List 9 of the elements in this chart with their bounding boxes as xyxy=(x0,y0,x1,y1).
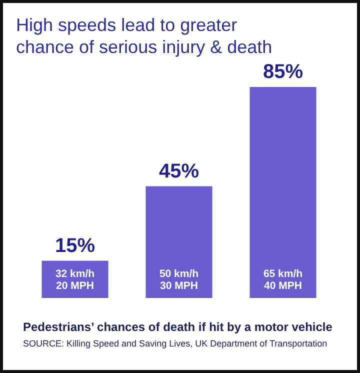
x-tick-label: 32 km/h 20 MPH xyxy=(55,268,95,292)
source-note: SOURCE: Killing Speed and Saving Lives, UK Department of Transportation xyxy=(23,338,328,348)
x-tick-label: 65 km/h 40 MPH xyxy=(263,268,303,292)
data-label: 85% xyxy=(262,61,304,83)
data-label: 45% xyxy=(158,160,200,182)
x-tick-label: 50 km/h 30 MPH xyxy=(159,268,199,292)
text: Pedestrians’ chances of death if hit by a motor vehicle xyxy=(23,320,333,334)
chart-title: High speeds lead to greater chance of serious injury & death xyxy=(16,15,272,57)
data-label: 15% xyxy=(54,234,96,257)
